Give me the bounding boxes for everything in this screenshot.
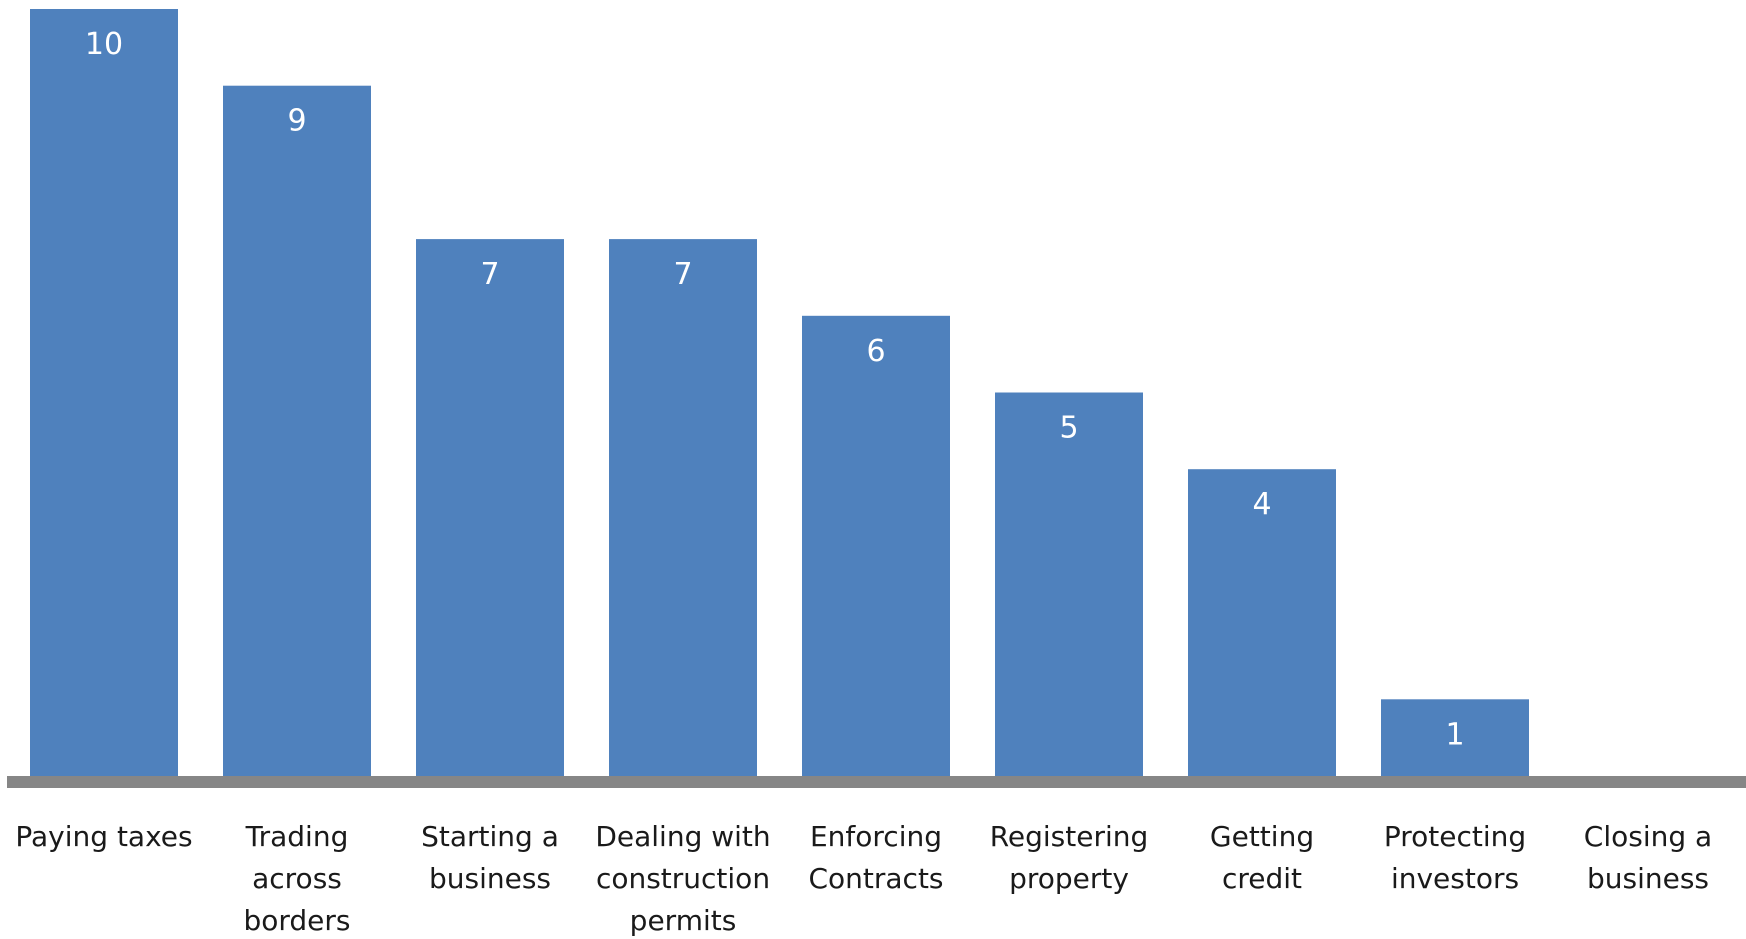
- axis-group: [7, 776, 1746, 788]
- category-label-3: Dealing with construction permits: [595, 820, 770, 937]
- category-label-line: construction: [596, 862, 770, 895]
- category-label-line: Registering: [990, 820, 1149, 853]
- data-label-6: 4: [1252, 487, 1271, 522]
- data-label-1: 9: [287, 104, 306, 139]
- category-label-line: borders: [243, 904, 350, 937]
- category-label-1: Trading across borders: [243, 820, 350, 937]
- bar-2: [416, 239, 564, 777]
- bar-1: [223, 85, 371, 776]
- category-label-4: Enforcing Contracts: [808, 820, 943, 895]
- bar-4: [802, 315, 950, 776]
- category-label-line: investors: [1391, 862, 1519, 895]
- category-label-line: permits: [630, 904, 737, 937]
- category-label-line: business: [429, 862, 551, 895]
- category-label-line: Dealing with: [595, 820, 770, 853]
- data-label-4: 6: [866, 334, 885, 369]
- bar-7: [1381, 699, 1529, 776]
- bars-group: 10 9 7 7 6 5 4 1: [30, 9, 1529, 777]
- x-axis-line: [7, 776, 1746, 788]
- category-label-line: Trading: [245, 820, 349, 853]
- category-label-line: Closing a: [1584, 820, 1712, 853]
- category-label-5: Registering property: [990, 820, 1149, 895]
- category-label-line: across: [252, 862, 342, 895]
- category-label-line: Paying taxes: [15, 820, 192, 853]
- data-label-5: 5: [1059, 411, 1078, 446]
- bar-5: [995, 392, 1143, 776]
- category-label-line: Protecting: [1384, 820, 1526, 853]
- category-label-line: Starting a: [421, 820, 559, 853]
- category-label-line: credit: [1222, 862, 1302, 895]
- category-label-line: Enforcing: [810, 820, 942, 853]
- bar-3: [609, 239, 757, 777]
- category-label-2: Starting a business: [421, 820, 559, 895]
- category-label-8: Closing a business: [1584, 820, 1712, 895]
- bar-0: [30, 9, 178, 776]
- data-label-2: 7: [480, 257, 499, 292]
- data-label-3: 7: [673, 257, 692, 292]
- category-labels-group: Paying taxes Trading across borders Starting…: [15, 820, 1712, 937]
- category-label-line: Contracts: [808, 862, 943, 895]
- bar-6: [1188, 469, 1336, 776]
- category-label-line: property: [1009, 862, 1129, 895]
- category-label-line: Getting: [1210, 820, 1314, 853]
- data-label-7: 1: [1445, 717, 1464, 752]
- category-label-6: Getting credit: [1210, 820, 1314, 895]
- category-label-7: Protecting investors: [1384, 820, 1526, 895]
- category-label-line: business: [1587, 862, 1709, 895]
- category-label-0: Paying taxes: [15, 820, 192, 853]
- data-label-0: 10: [85, 27, 123, 62]
